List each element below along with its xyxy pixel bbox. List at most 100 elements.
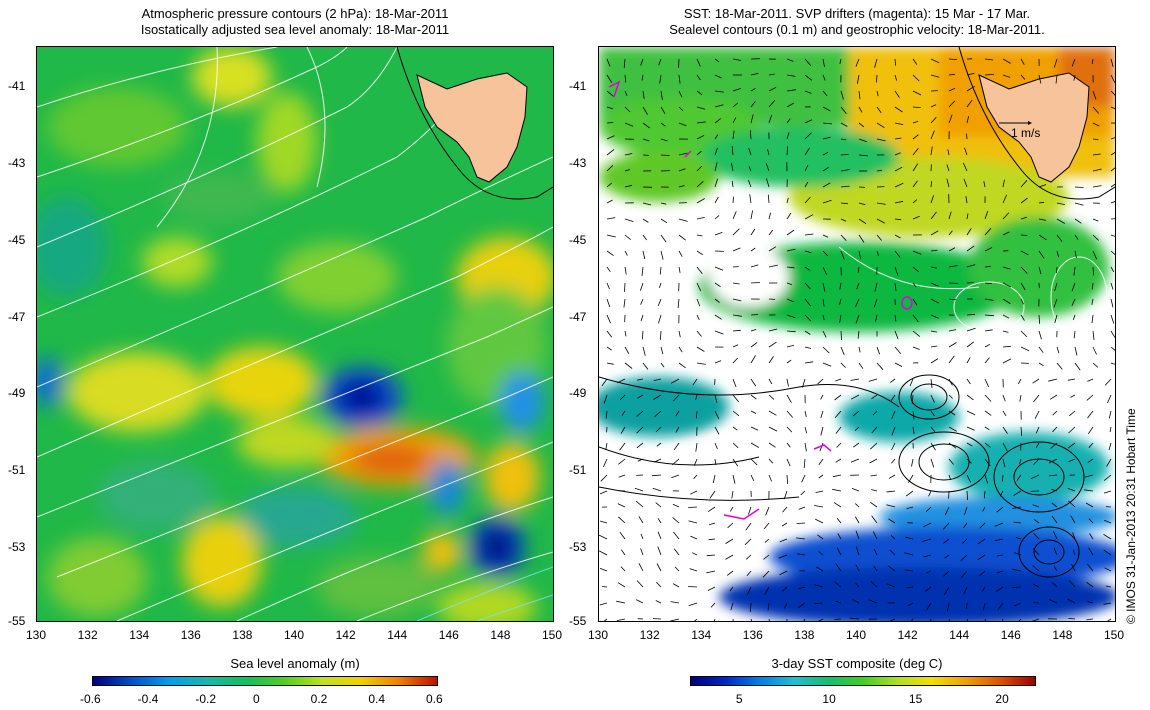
velocity-arrow — [671, 458, 680, 466]
velocity-arrow — [693, 474, 698, 480]
velocity-arrow — [658, 58, 662, 66]
velocity-arrow — [768, 73, 775, 76]
velocity-arrow — [1053, 547, 1058, 556]
velocity-arrow — [984, 298, 994, 301]
velocity-arrow — [786, 458, 791, 467]
velocity-arrow — [750, 87, 756, 92]
velocity-arrow — [852, 599, 860, 604]
colorbar-tick: -0.2 — [195, 692, 217, 706]
velocity-arrow — [837, 533, 842, 540]
velocity-arrow — [834, 618, 842, 620]
velocity-arrow — [839, 58, 842, 64]
velocity-arrow — [732, 130, 735, 140]
velocity-arrow — [840, 218, 847, 222]
velocity-arrow — [1038, 74, 1042, 84]
velocity-arrow — [948, 58, 958, 60]
velocity-arrow — [696, 58, 701, 67]
velocity-arrow — [1104, 567, 1112, 572]
velocity-arrow — [786, 359, 792, 364]
velocity-arrow — [1087, 426, 1094, 435]
velocity-arrow — [732, 88, 742, 92]
velocity-arrow — [984, 474, 988, 484]
velocity-arrow — [930, 442, 936, 451]
velocity-arrow — [871, 394, 878, 400]
velocity-arrow — [804, 164, 809, 172]
velocity-arrow — [659, 266, 662, 275]
velocity-arrow — [1053, 566, 1058, 572]
velocity-arrow — [786, 89, 796, 92]
velocity-arrow — [690, 490, 698, 495]
velocity-arrow — [1074, 186, 1084, 188]
velocity-arrow — [624, 122, 634, 127]
velocity-arrow — [930, 394, 935, 403]
velocity-arrow — [894, 314, 897, 322]
velocity-arrow — [729, 586, 734, 592]
velocity-arrow — [653, 378, 662, 381]
velocity-arrow — [912, 120, 919, 124]
velocity-arrow — [840, 122, 848, 127]
velocity-arrow — [714, 330, 724, 335]
velocity-arrow — [1034, 410, 1040, 419]
velocity-arrow — [637, 458, 644, 462]
velocity-arrow — [822, 74, 826, 81]
velocity-arrow — [850, 394, 860, 400]
velocity-arrow — [747, 586, 752, 595]
velocity-arrow — [708, 522, 716, 526]
velocity-arrow — [930, 58, 940, 64]
velocity-arrow — [804, 282, 811, 290]
velocity-arrow — [947, 149, 950, 156]
velocity-arrow — [624, 184, 633, 188]
velocity-arrow — [984, 442, 991, 448]
velocity-arrow — [1014, 602, 1022, 607]
velocity-arrow — [822, 199, 832, 204]
lon-tick: 140 — [284, 628, 305, 642]
velocity-arrow — [876, 202, 886, 205]
velocity-arrow — [1110, 298, 1114, 308]
velocity-arrow — [744, 538, 752, 546]
velocity-arrow — [1068, 618, 1076, 620]
velocity-arrow — [948, 100, 956, 108]
velocity-arrow — [912, 106, 921, 108]
velocity-arrow — [966, 327, 976, 332]
velocity-arrow — [778, 554, 788, 559]
velocity-arrow — [930, 330, 938, 333]
velocity-arrow — [966, 245, 975, 252]
velocity-arrow — [1110, 330, 1115, 338]
velocity-arrow — [1054, 314, 1058, 324]
velocity-arrow — [732, 458, 739, 467]
velocity-arrow — [640, 548, 644, 556]
velocity-arrow — [818, 618, 824, 621]
velocity-arrow — [656, 442, 662, 447]
velocity-arrow — [1071, 298, 1076, 307]
velocity-arrow — [642, 138, 650, 142]
velocity-arrow — [732, 314, 742, 317]
velocity-arrow — [606, 135, 615, 140]
velocity-arrow — [894, 122, 904, 125]
velocity-arrow — [764, 586, 770, 595]
velocity-arrow — [750, 342, 758, 348]
velocity-arrow — [599, 490, 608, 495]
velocity-arrow — [635, 500, 644, 508]
velocity-arrow — [726, 570, 734, 576]
velocity-arrow — [930, 146, 933, 156]
velocity-arrow — [984, 58, 994, 61]
velocity-arrow — [855, 503, 860, 508]
velocity-arrow — [678, 122, 687, 127]
velocity-arrow — [984, 74, 995, 76]
velocity-arrow — [858, 234, 865, 243]
velocity-arrow — [822, 106, 831, 112]
velocity-arrow — [796, 537, 806, 540]
velocity-arrow — [904, 552, 914, 556]
velocity-arrow — [732, 298, 742, 302]
velocity-arrow — [714, 394, 718, 403]
velocity-arrow — [713, 618, 716, 621]
velocity-arrow — [840, 202, 848, 205]
velocity-arrow — [801, 474, 806, 483]
velocity-arrow — [1110, 218, 1115, 220]
velocity-arrow — [948, 618, 950, 621]
velocity-arrow — [1069, 410, 1076, 417]
velocity-arrow — [1068, 458, 1076, 463]
velocity-arrow — [1002, 458, 1006, 468]
velocity-arrow — [930, 116, 937, 124]
velocity-arrow — [606, 234, 616, 238]
